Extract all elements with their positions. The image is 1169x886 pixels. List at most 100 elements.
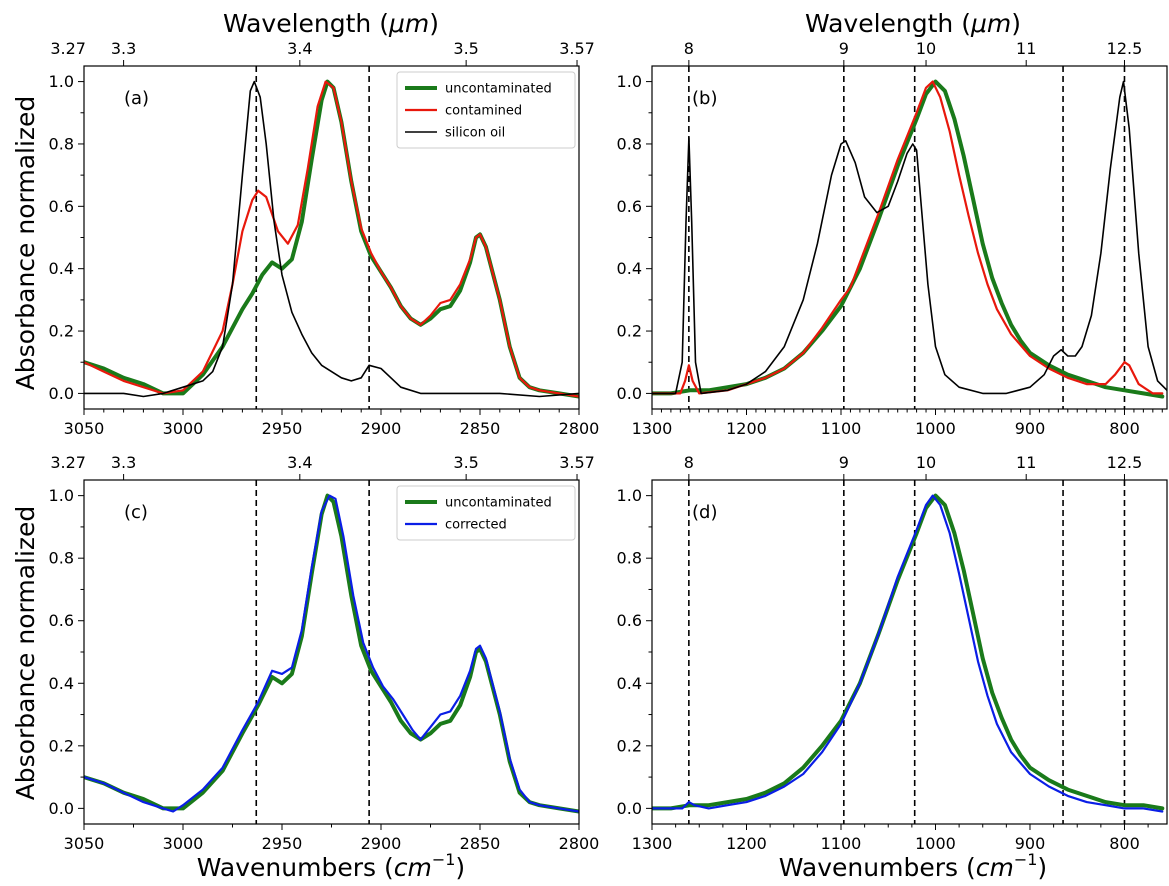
panel-c: 3050 3000 2950 2900 2850 2800 0.0 0.2 0.4 0.6 0.8 1…: [49, 453, 600, 853]
panel-label: (c): [124, 502, 148, 523]
y-tick-label: 0.6: [617, 611, 642, 630]
x-tick-label: 900: [1015, 834, 1046, 853]
plot-frame: [651, 65, 1168, 410]
plot-area: [652, 79, 1167, 399]
y-tick-label: 0.4: [617, 674, 642, 693]
top-tick-label: 3.5: [453, 453, 478, 472]
x-tick-label: 1000: [915, 419, 956, 438]
panel-label: (a): [124, 88, 149, 109]
series-line-uncontaminated: [84, 493, 579, 814]
x-tick-label: 1000: [915, 834, 956, 853]
y-tick-label: 0.2: [617, 322, 642, 341]
y-tick-label: 1.0: [49, 486, 74, 505]
top-tick-label: 10: [916, 39, 936, 58]
top-tick-label: 11: [1016, 39, 1036, 58]
panel-label: (d): [692, 502, 717, 523]
y-tick-label: 0.0: [49, 799, 74, 818]
x-tick-label: 1100: [821, 834, 862, 853]
top-tick-label: 12.5: [1107, 453, 1143, 472]
top-tick-label: 10: [916, 453, 936, 472]
x-tick-label: 2850: [460, 419, 501, 438]
top-tick-label: 3.3: [111, 39, 136, 58]
legend-label: uncontaminated: [445, 82, 552, 97]
y-tick-label: 0.4: [617, 259, 642, 278]
legend-box: [396, 485, 576, 541]
series-line-corrected: [84, 494, 579, 813]
series-line-silicon-oil: [652, 80, 1167, 395]
y-tick-label: 0.2: [617, 736, 642, 755]
panel-b: 1300 1200 1100 1000 900 800 0.0 0.2 0.4 0.6 0.8 1.0…: [617, 39, 1168, 438]
top-tick-label: 3.27: [50, 453, 86, 472]
x-tick-label: 2800: [559, 834, 600, 853]
x-tick-label: 2950: [262, 419, 303, 438]
panel-label: (b): [692, 88, 717, 109]
plot-area: [652, 493, 1165, 813]
x-tick-label: 3000: [163, 419, 204, 438]
top-tick-label: 9: [839, 39, 849, 58]
top-tick-label: 3.3: [111, 453, 136, 472]
legend-box: [396, 71, 576, 149]
series-line-contamined: [652, 80, 1164, 395]
y-tick-label: 1.0: [617, 486, 642, 505]
y-axis-label-top: Absorbance normalized: [11, 96, 40, 391]
series-line-uncontaminated: [652, 79, 1165, 399]
legend-label: contamined: [445, 104, 522, 119]
y-tick-label: 0.8: [49, 549, 74, 568]
series-line-corrected: [652, 494, 1164, 813]
y-tick-label: 0.6: [617, 197, 642, 216]
legend-label: corrected: [445, 518, 507, 533]
y-tick-label: 1.0: [49, 72, 74, 91]
y-tick-label: 0.8: [617, 549, 642, 568]
x-tick-label: 2900: [361, 834, 402, 853]
series-line-contamined: [84, 80, 579, 398]
x-tick-label: 3000: [163, 834, 204, 853]
legend-label: silicon oil: [445, 126, 505, 141]
top-tick-label: 3.57: [559, 453, 595, 472]
series-line-uncontaminated: [652, 493, 1165, 811]
y-tick-label: 0.6: [49, 197, 74, 216]
y-tick-label: 0.4: [49, 259, 74, 278]
x-tick-label: 1200: [726, 419, 767, 438]
y-tick-label: 0.2: [49, 322, 74, 341]
top-tick-label: 8: [684, 39, 694, 58]
plot-area: [84, 79, 579, 399]
x-tick-label: 2900: [361, 419, 402, 438]
top-tick-label: 12.5: [1107, 39, 1143, 58]
panel-a: 3050 3000 2950 2900 2850 2800 0.0 0.2 0.4 0.6 0.8 1…: [49, 39, 600, 438]
x-tick-label: 2950: [262, 834, 303, 853]
x-tick-label: 3050: [64, 419, 105, 438]
legend-label: uncontaminated: [445, 496, 552, 511]
y-tick-label: 0.0: [617, 799, 642, 818]
top-tick-label: 8: [684, 453, 694, 472]
top-x-axis-label-left: Wavelength (μm): [223, 9, 439, 38]
x-axis-label-left: Wavenumbers (cm−1): [197, 850, 465, 882]
y-tick-label: 1.0: [617, 72, 642, 91]
top-tick-label: 3.5: [453, 39, 478, 58]
x-tick-label: 800: [1109, 834, 1140, 853]
y-tick-label: 0.2: [49, 736, 74, 755]
x-tick-label: 2850: [460, 834, 501, 853]
x-tick-label: 1300: [632, 419, 673, 438]
y-tick-label: 0.8: [49, 134, 74, 153]
x-tick-label: 3050: [64, 834, 105, 853]
x-axis-label-right: Wavenumbers (cm−1): [779, 850, 1047, 882]
top-tick-label: 9: [839, 453, 849, 472]
top-tick-label: 3.57: [559, 39, 595, 58]
top-x-axis-label-right: Wavelength (μm): [805, 9, 1021, 38]
y-tick-label: 0.0: [617, 384, 642, 403]
top-tick-label: 3.4: [287, 453, 312, 472]
y-tick-label: 0.4: [49, 674, 74, 693]
x-tick-label: 1100: [821, 419, 862, 438]
x-tick-label: 1300: [632, 834, 673, 853]
x-tick-label: 1200: [726, 834, 767, 853]
x-tick-label: 2800: [559, 419, 600, 438]
top-tick-label: 3.4: [287, 39, 312, 58]
y-axis-label-bottom: Absorbance normalized: [11, 506, 40, 801]
plot-frame: [651, 479, 1168, 825]
y-tick-label: 0.6: [49, 611, 74, 630]
x-tick-label: 800: [1109, 419, 1140, 438]
x-tick-label: 900: [1015, 419, 1046, 438]
y-tick-label: 0.0: [49, 384, 74, 403]
top-tick-label: 3.27: [50, 39, 86, 58]
